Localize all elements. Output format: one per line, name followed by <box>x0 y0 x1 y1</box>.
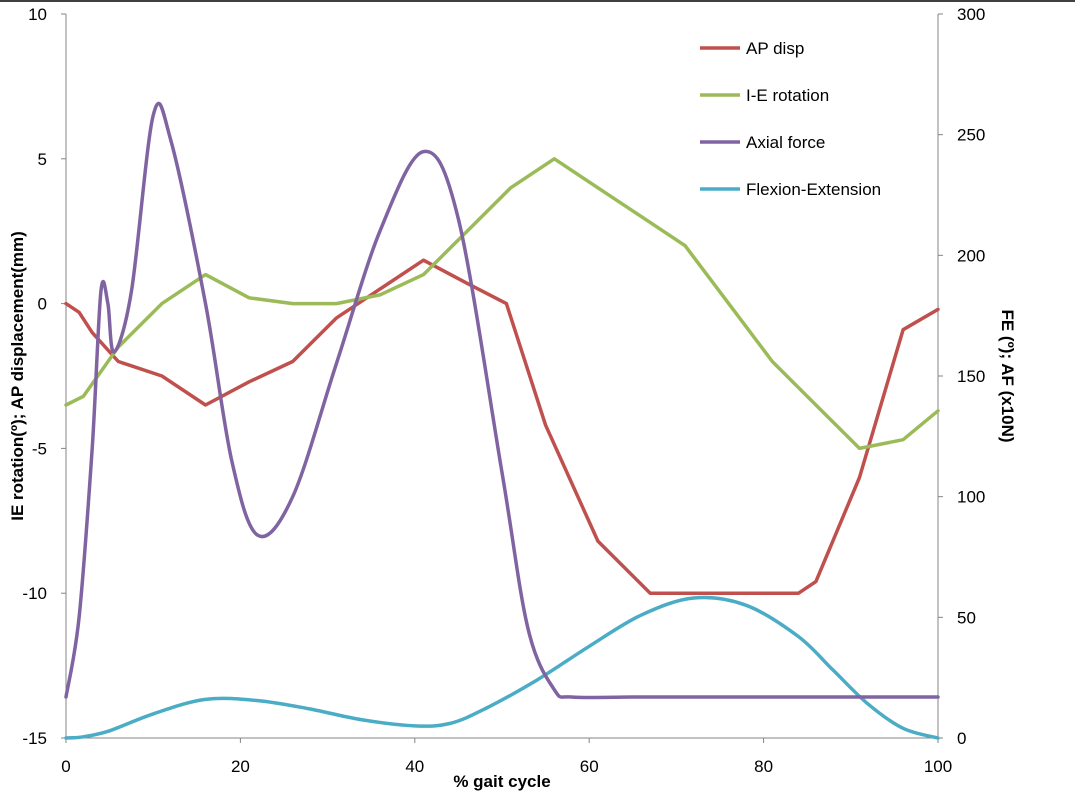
y-left-tick-label: 10 <box>28 5 47 24</box>
y-left-tick-label: -10 <box>22 584 47 603</box>
legend-label-ap-disp: AP disp <box>746 39 804 58</box>
y-right-tick-label: 250 <box>957 126 985 145</box>
x-tick-label: 20 <box>231 757 250 776</box>
x-tick-label: 80 <box>754 757 773 776</box>
left-axis-title: IE rotation(º); AP displacement(mm) <box>8 231 27 521</box>
series-layer <box>64 101 940 740</box>
y-left-tick-label: -15 <box>22 729 47 748</box>
x-tick-label: 0 <box>61 757 70 776</box>
series-line-i-e-rotation <box>64 157 940 451</box>
y-right-tick-label: 150 <box>957 367 985 386</box>
legend-label-i-e-rotation: I-E rotation <box>746 86 829 105</box>
x-tick-label: 40 <box>405 757 424 776</box>
y-left-tick-label: 0 <box>38 295 47 314</box>
y-right-tick-label: 0 <box>957 729 966 748</box>
y-left-tick-label: 5 <box>38 150 47 169</box>
series-line-ap-disp <box>64 258 940 595</box>
y-right-tick-label: 300 <box>957 5 985 24</box>
legend: AP disp I-E rotation Axial force Flexion-Ex… <box>700 39 881 199</box>
legend-label-flexion-extension: Flexion-Extension <box>746 180 881 199</box>
series-line-flexion-extension <box>64 595 940 740</box>
right-axis-title: FE (º); AF (x10N) <box>998 309 1017 442</box>
legend-label-axial-force: Axial force <box>746 133 825 152</box>
y-right-tick-label: 100 <box>957 488 985 507</box>
x-tick-label: 100 <box>924 757 952 776</box>
ticks: 0 20 40 60 80 100-15-10-505100501001502002503… <box>22 5 985 776</box>
series-line-axial-force <box>64 101 940 700</box>
x-axis-title: % gait cycle <box>453 772 550 791</box>
x-tick-label: 60 <box>580 757 599 776</box>
y-right-tick-label: 200 <box>957 246 985 265</box>
y-left-tick-label: -5 <box>32 439 47 458</box>
y-right-tick-label: 50 <box>957 608 976 627</box>
